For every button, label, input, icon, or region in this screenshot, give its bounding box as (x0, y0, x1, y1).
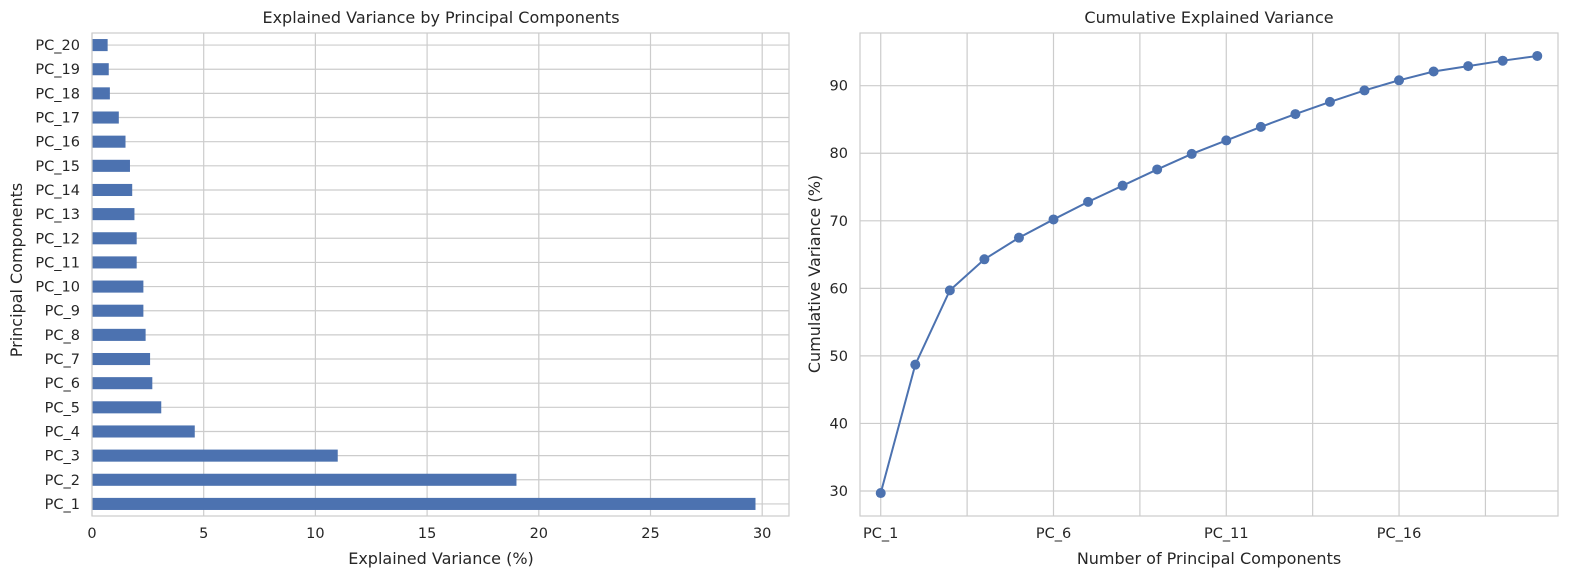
line-chart-x-axis-label: Number of Principal Components (1077, 549, 1341, 568)
bar-y-tick-label: PC_4 (45, 424, 80, 440)
bar (92, 449, 338, 462)
bar-y-tick-label: PC_5 (45, 400, 80, 416)
line-x-tick-label: PC_1 (863, 526, 898, 542)
bar-y-tick-label: PC_9 (45, 304, 80, 320)
bar (92, 159, 130, 172)
bar-chart-gridlines (91, 33, 789, 516)
bar-y-tick-label: PC_11 (35, 255, 80, 271)
data-point (1428, 66, 1439, 77)
data-point (910, 359, 921, 370)
bar (92, 377, 153, 390)
line-chart-frame (859, 32, 1559, 517)
line-y-tick-label: 70 (830, 214, 848, 230)
bar (92, 63, 109, 76)
data-point (1186, 148, 1197, 159)
data-point (1255, 121, 1266, 132)
bar-y-tick-label: PC_13 (35, 207, 80, 223)
bar-x-tick-label: 0 (87, 526, 96, 542)
bar (92, 256, 137, 269)
bar (92, 304, 144, 317)
line-chart-title: Cumulative Explained Variance (1084, 8, 1333, 27)
bar (92, 328, 146, 341)
data-point (1532, 50, 1543, 61)
data-point (1013, 232, 1024, 243)
bar (92, 401, 162, 414)
data-point (1497, 55, 1508, 66)
data-point (1221, 135, 1232, 146)
bar (92, 208, 135, 221)
data-point (944, 285, 955, 296)
bar-chart-frame (91, 32, 790, 517)
bar-x-tick-label: 15 (418, 526, 436, 542)
line-chart-gridlines (860, 33, 1558, 516)
bar-y-tick-label: PC_3 (45, 449, 80, 465)
line-chart-panel: 30 40 50 60 70 80 90 PC_1 PC_6 PC_11 PC_16 Cumula… (805, 8, 1559, 568)
bar-y-tick-label: PC_6 (45, 376, 80, 392)
bar (92, 135, 126, 148)
bar (92, 473, 517, 486)
bar-chart-bars (92, 39, 756, 510)
bar-y-tick-label: PC_19 (35, 62, 80, 78)
bar-y-tick-label: PC_2 (45, 473, 80, 489)
bar-x-tick-label: 5 (199, 526, 208, 542)
line-chart-y-tick-labels: 30 40 50 60 70 80 90 (830, 79, 848, 500)
bar-y-tick-label: PC_17 (35, 111, 80, 127)
bar-y-tick-label: PC_15 (35, 159, 80, 175)
line-x-tick-label: PC_6 (1036, 526, 1071, 542)
line-x-tick-label: PC_16 (1377, 526, 1422, 542)
bar (92, 425, 195, 438)
data-point (1117, 180, 1128, 191)
bar-x-tick-label: 25 (641, 526, 659, 542)
bar (92, 87, 110, 100)
bar (92, 280, 144, 293)
line-y-tick-label: 50 (830, 349, 848, 365)
bar-x-tick-label: 20 (530, 526, 548, 542)
bar (92, 352, 151, 366)
bar (92, 497, 756, 510)
data-point (1324, 96, 1335, 107)
bar-chart-title: Explained Variance by Principal Componen… (262, 8, 619, 27)
line-y-tick-label: 40 (830, 416, 848, 432)
bar-chart-y-tick-labels: PC_1 PC_2 PC_3 PC_4 PC_5 PC_6 PC_7 PC_8 PC_9 PC_1… (35, 38, 80, 513)
data-point (1394, 75, 1405, 86)
cumulative-variance-markers (875, 50, 1543, 499)
bar-y-tick-label: PC_1 (45, 497, 80, 513)
data-point (1463, 61, 1474, 72)
bar-y-tick-label: PC_8 (45, 328, 80, 344)
data-point (875, 488, 886, 499)
bar-y-tick-label: PC_7 (45, 352, 80, 368)
line-y-tick-label: 30 (830, 484, 848, 500)
bar (92, 39, 108, 52)
bar (92, 111, 119, 124)
bar-chart-y-axis-label: Principal Components (7, 183, 26, 358)
data-point (979, 254, 990, 265)
line-y-tick-label: 90 (830, 79, 848, 95)
bar (92, 183, 133, 197)
line-chart-x-tick-labels: PC_1 PC_6 PC_11 PC_16 (863, 526, 1421, 542)
bar-y-tick-label: PC_14 (35, 183, 80, 199)
bar-chart-x-tick-labels: 0 5 10 15 20 25 30 (87, 526, 771, 542)
bar-x-tick-label: 30 (753, 526, 771, 542)
line-x-tick-label: PC_11 (1204, 526, 1249, 542)
bar-y-tick-label: PC_20 (35, 38, 80, 54)
bar (92, 232, 137, 245)
line-y-tick-label: 60 (830, 281, 848, 297)
bar-y-tick-label: PC_12 (35, 231, 80, 247)
line-chart-y-axis-label: Cumulative Variance (%) (805, 175, 824, 373)
bar-x-tick-label: 10 (306, 526, 324, 542)
data-point (1083, 196, 1094, 207)
bar-y-tick-label: PC_10 (35, 280, 80, 296)
data-point (1359, 85, 1370, 96)
data-point (1048, 214, 1059, 225)
bar-chart-x-axis-label: Explained Variance (%) (348, 549, 534, 568)
bar-chart-panel: PC_1 PC_2 PC_3 PC_4 PC_5 PC_6 PC_7 PC_8 PC_9 PC_1… (7, 8, 790, 568)
cumulative-variance-line (879, 54, 1538, 494)
line-y-tick-label: 80 (830, 146, 848, 162)
data-point (1152, 164, 1163, 175)
bar-y-tick-label: PC_16 (35, 135, 80, 151)
data-point (1290, 109, 1301, 120)
bar-y-tick-label: PC_18 (35, 86, 80, 102)
